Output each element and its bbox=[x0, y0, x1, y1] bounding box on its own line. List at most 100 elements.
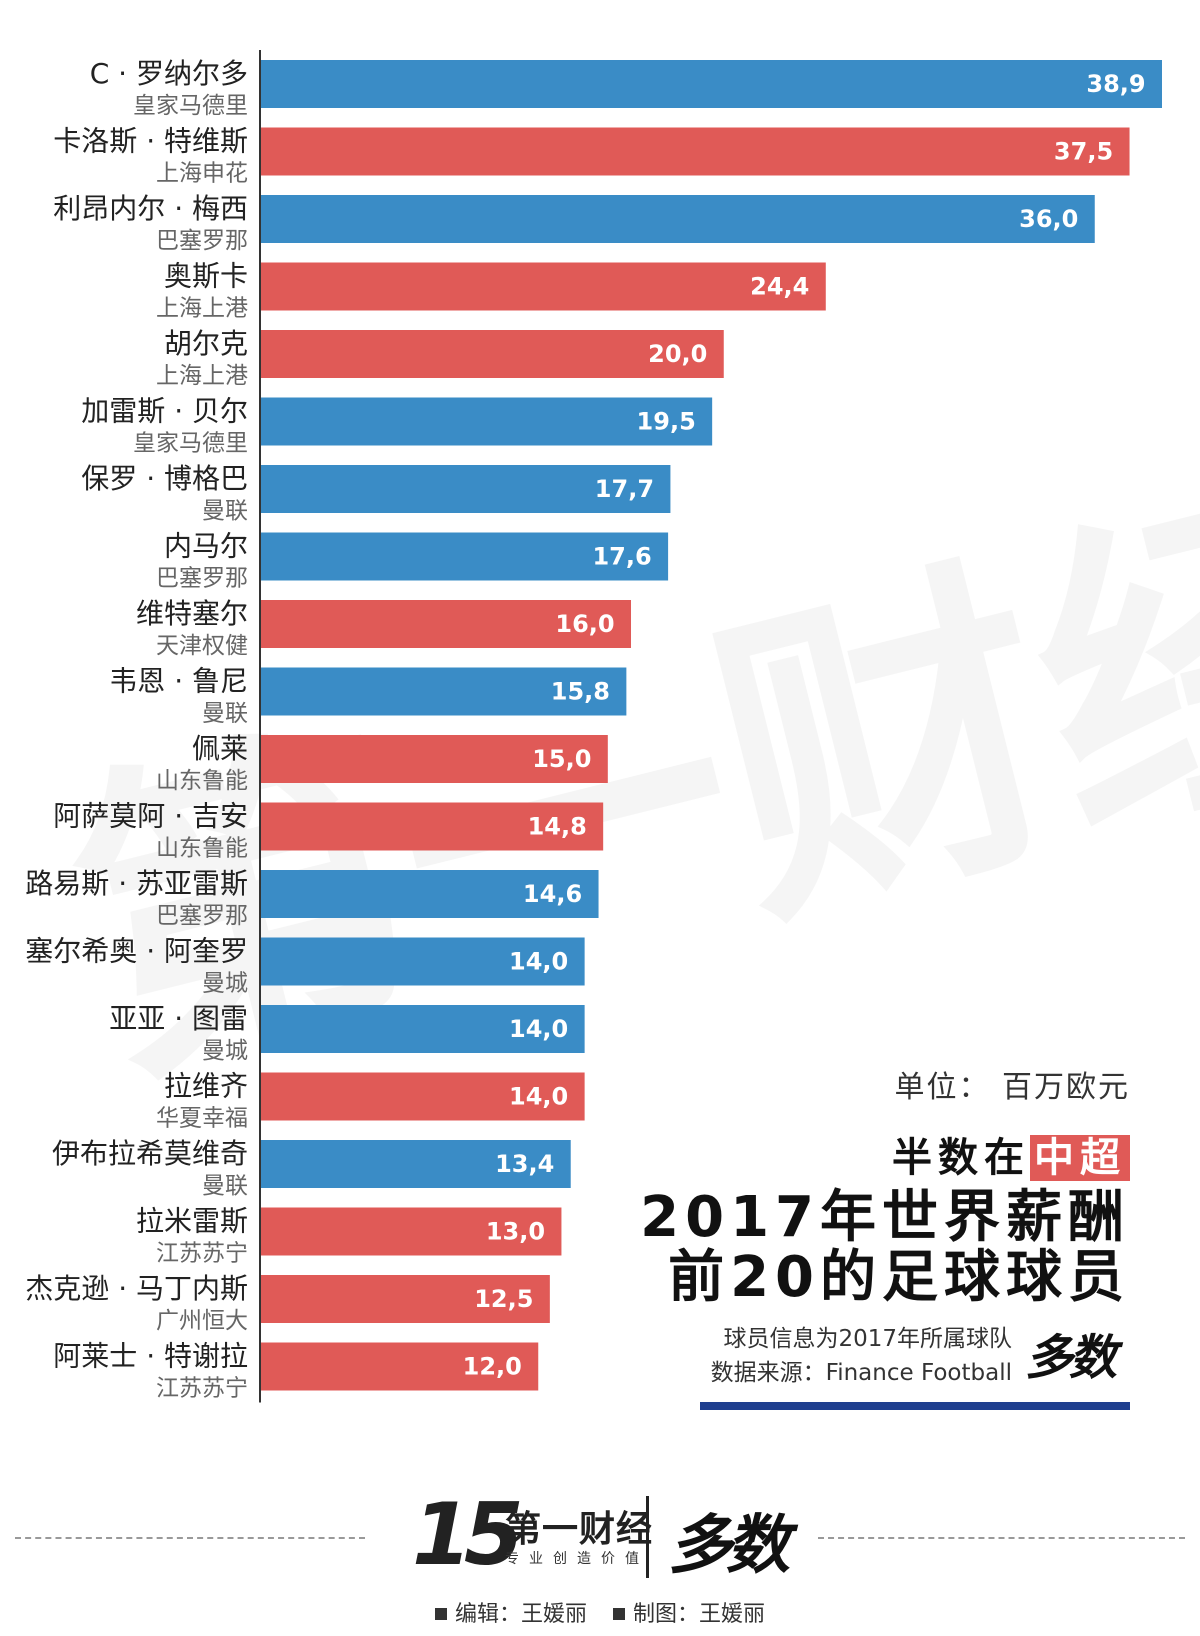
duoshu-logo: 多数 bbox=[1025, 1330, 1117, 1386]
bar bbox=[260, 1072, 585, 1121]
club-label: 皇家马德里 bbox=[133, 431, 248, 457]
bar bbox=[260, 532, 669, 581]
bar bbox=[260, 195, 1095, 243]
player-name-label: 利昂内尔 · 梅西 bbox=[53, 192, 248, 225]
note-data-source: 数据来源：Finance Football bbox=[710, 1360, 1012, 1386]
bar-value-label: 14,0 bbox=[509, 1015, 568, 1043]
bar bbox=[260, 330, 724, 378]
club-label: 华夏幸福 bbox=[156, 1106, 248, 1132]
player-name-label: 亚亚 · 图雷 bbox=[109, 1002, 248, 1035]
club-label: 山东鲁能 bbox=[156, 836, 248, 862]
player-name-label: 奥斯卡 bbox=[164, 260, 248, 293]
bar bbox=[260, 1342, 539, 1391]
yicai-15-logo: 15 bbox=[412, 1485, 524, 1585]
unit-note: 单位： 百万欧元 bbox=[894, 1070, 1130, 1105]
bullet-icon bbox=[613, 1608, 625, 1620]
club-label: 曼联 bbox=[202, 1173, 248, 1199]
subtitle-highlight: 中超 bbox=[1030, 1135, 1130, 1181]
bar bbox=[260, 262, 826, 311]
subtitle: 半数在 中超 bbox=[892, 1125, 1130, 1183]
club-label: 曼城 bbox=[202, 971, 248, 997]
player-name-label: 阿萨莫阿 · 吉安 bbox=[53, 800, 248, 833]
bar bbox=[260, 870, 599, 918]
bar bbox=[260, 937, 585, 986]
bar bbox=[260, 60, 1162, 108]
editor-label: 编辑： bbox=[454, 1602, 521, 1627]
club-label: 上海上港 bbox=[156, 296, 248, 322]
bar-value-label: 15,0 bbox=[532, 745, 591, 773]
yicai-tagline: 专业创造价值 bbox=[505, 1551, 649, 1567]
bar-value-label: 19,5 bbox=[637, 408, 696, 436]
bar bbox=[260, 667, 627, 716]
club-label: 曼城 bbox=[202, 1038, 248, 1064]
club-label: 山东鲁能 bbox=[156, 768, 248, 794]
player-name-label: 佩莱 bbox=[192, 732, 248, 765]
footer-divider-right bbox=[818, 1537, 1185, 1539]
bar-value-label: 15,8 bbox=[551, 678, 610, 706]
club-label: 曼联 bbox=[202, 498, 248, 524]
club-label: 曼联 bbox=[202, 701, 248, 727]
player-name-label: 杰克逊 · 马丁内斯 bbox=[25, 1272, 248, 1305]
source-note: 球员信息为2017年所属球队 数据来源：Finance Football bbox=[700, 1322, 1012, 1390]
chart-maker-name: 王媛丽 bbox=[699, 1602, 766, 1627]
bar-value-label: 14,8 bbox=[528, 813, 587, 841]
bar-value-label: 14,6 bbox=[523, 880, 582, 908]
note-club-info: 球员信息为2017年所属球队 bbox=[723, 1326, 1012, 1352]
player-name-label: 卡洛斯 · 特维斯 bbox=[53, 125, 248, 158]
player-name-label: 内马尔 bbox=[164, 530, 248, 563]
club-label: 广州恒大 bbox=[156, 1308, 248, 1334]
footer-credits: 编辑：王媛丽 制图：王媛丽 bbox=[0, 1596, 1200, 1628]
yicai-logo-text: 第一财经 bbox=[505, 1509, 654, 1550]
club-label: 皇家马德里 bbox=[133, 93, 248, 119]
bar-value-label: 37,5 bbox=[1054, 138, 1113, 166]
title-line-1: 2017年世界薪酬 bbox=[640, 1185, 1130, 1250]
chart-maker-label: 制图： bbox=[633, 1602, 700, 1627]
bar-value-label: 13,0 bbox=[486, 1218, 545, 1246]
bar bbox=[260, 1005, 585, 1053]
club-label: 巴塞罗那 bbox=[156, 228, 248, 254]
bar-value-label: 14,0 bbox=[509, 948, 568, 976]
footer-duoshu-logo: 多数 bbox=[668, 1509, 790, 1583]
player-name-label: C · 罗纳尔多 bbox=[90, 57, 248, 90]
bar-value-label: 20,0 bbox=[648, 340, 707, 368]
chart-title: 2017年世界薪酬 前20的足球球员 bbox=[640, 1188, 1130, 1308]
bar-value-label: 12,5 bbox=[474, 1285, 533, 1313]
bar-value-label: 13,4 bbox=[495, 1150, 554, 1178]
bar-value-label: 17,6 bbox=[592, 543, 651, 571]
bullet-icon bbox=[434, 1608, 447, 1620]
player-name-label: 胡尔克 bbox=[164, 327, 248, 360]
club-label: 巴塞罗那 bbox=[156, 903, 248, 929]
club-label: 巴塞罗那 bbox=[156, 566, 248, 592]
bar bbox=[260, 397, 713, 446]
club-label: 上海申花 bbox=[156, 161, 248, 187]
bar bbox=[260, 127, 1130, 176]
footer-divider-left bbox=[15, 1537, 365, 1539]
bar bbox=[260, 1207, 562, 1256]
bar-value-label: 12,0 bbox=[463, 1353, 522, 1381]
player-name-label: 拉维齐 bbox=[164, 1070, 248, 1103]
player-name-label: 阿莱士 · 特谢拉 bbox=[53, 1340, 248, 1373]
bar-value-label: 16,0 bbox=[555, 610, 614, 638]
bar bbox=[260, 600, 632, 648]
player-name-label: 塞尔希奥 · 阿奎罗 bbox=[25, 935, 248, 968]
player-name-label: 加雷斯 · 贝尔 bbox=[81, 395, 248, 428]
